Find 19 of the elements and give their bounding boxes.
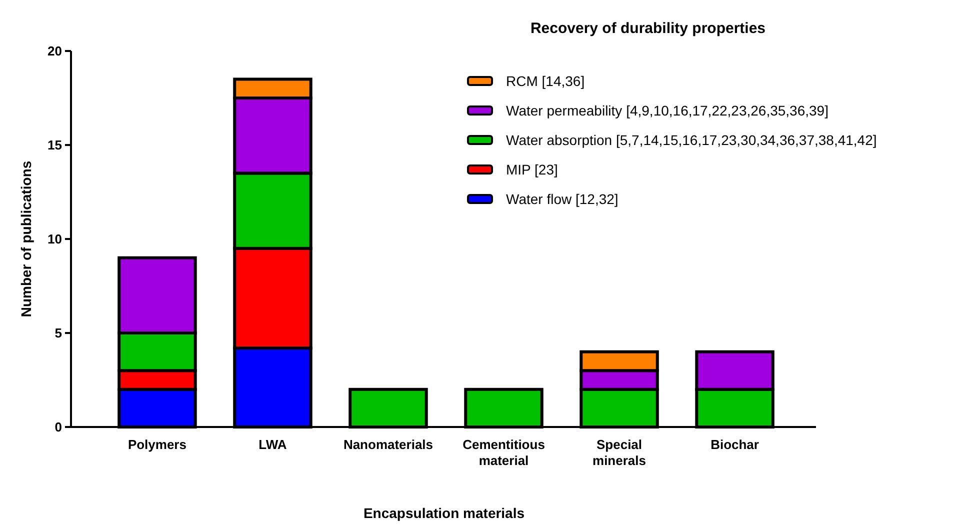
y-tick-label: 20 xyxy=(48,44,62,59)
y-tick-label: 10 xyxy=(48,232,62,247)
legend-label: Water permeability [4,9,10,16,17,22,23,26,35,36,39] xyxy=(506,102,828,118)
y-tick-label: 0 xyxy=(54,420,62,435)
legend-label: MIP [23] xyxy=(506,161,558,178)
legend-label: Water flow [12,32] xyxy=(506,190,618,207)
y-tick-label: 15 xyxy=(48,138,62,153)
x-tick-label: Polymers xyxy=(128,437,186,452)
y-tick-label: 5 xyxy=(54,326,62,341)
x-tick-label: LWA xyxy=(258,437,288,452)
x-tick-label: Nanomaterials xyxy=(343,437,434,452)
x-tick-label: Cementitious material xyxy=(462,437,545,468)
y-axis-title: Number of publications xyxy=(18,160,34,318)
x-axis-title: Encapsulation materials xyxy=(363,505,525,521)
legend-title: Recovery of durability properties xyxy=(530,20,766,37)
legend-label: Water absorption [5,7,14,15,16,17,23,30,34,36,37,38,41,42] xyxy=(506,132,877,148)
x-tick-label: Special minerals xyxy=(592,437,646,468)
x-tick-label: Biochar xyxy=(710,437,759,452)
legend-label: RCM [14,36] xyxy=(506,72,585,89)
